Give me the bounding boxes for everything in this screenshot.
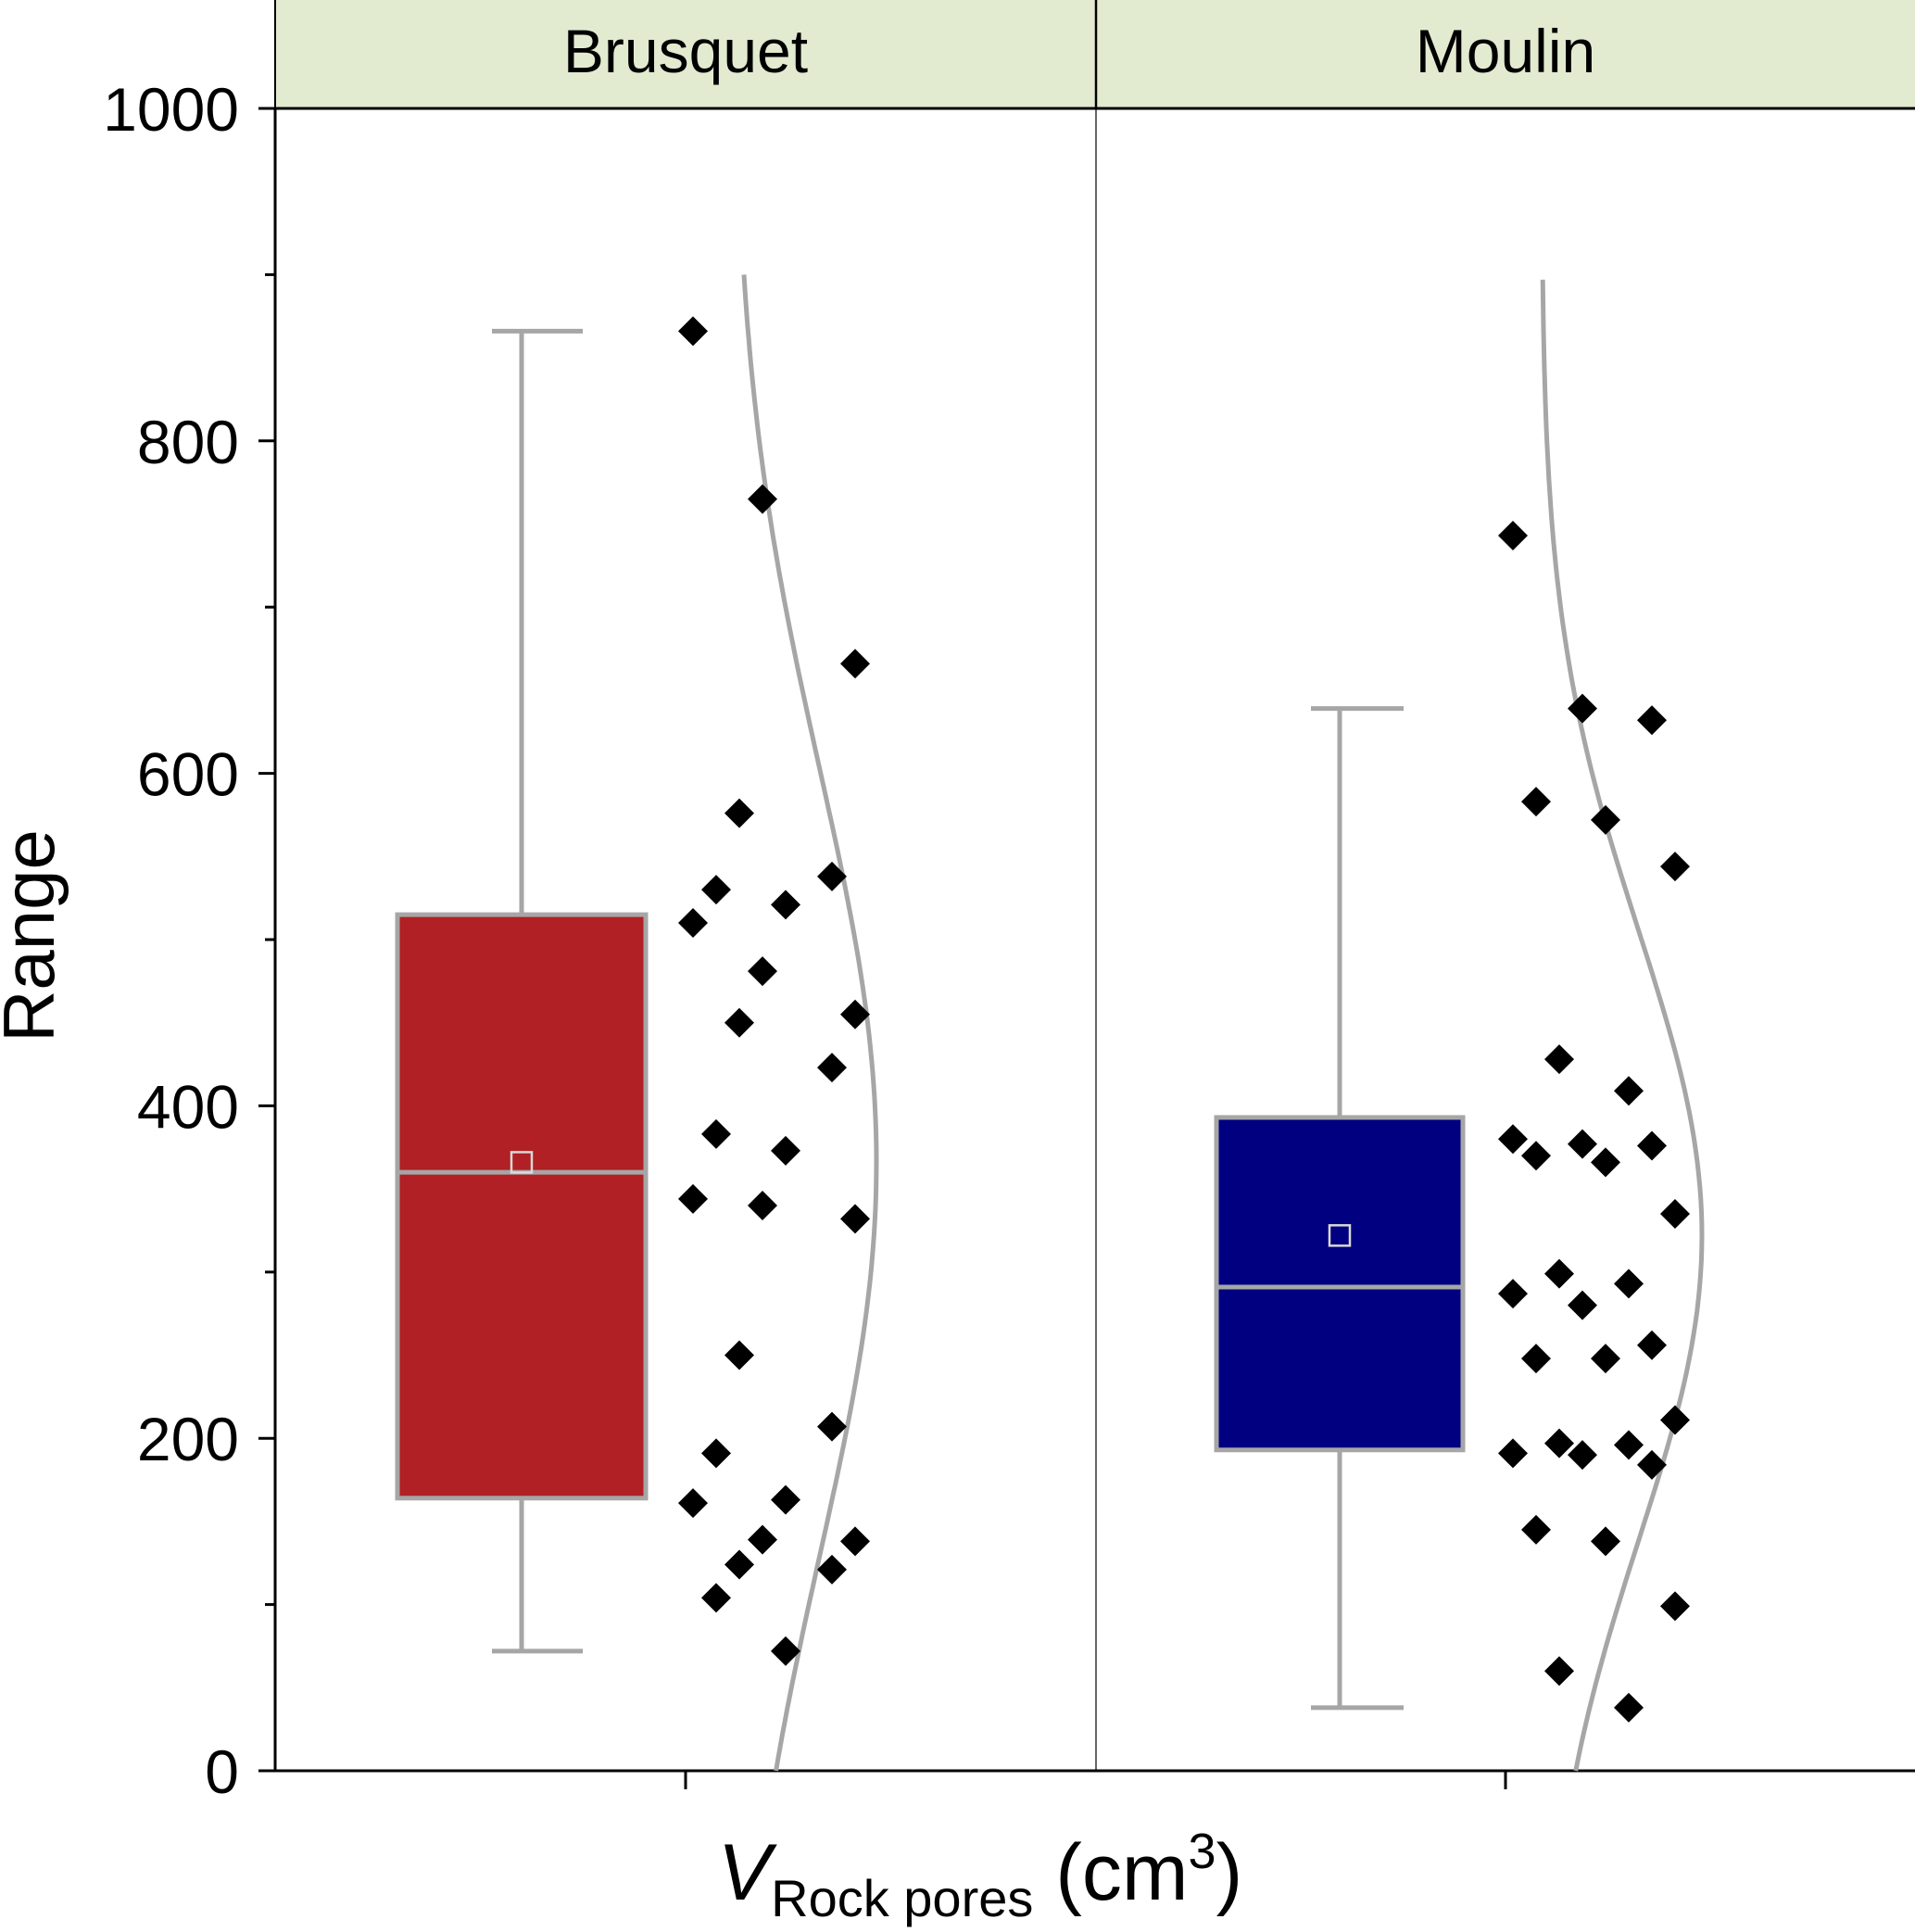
data-point xyxy=(1660,1405,1690,1435)
data-point xyxy=(1660,1199,1690,1230)
box-iqr xyxy=(1214,1115,1466,1453)
data-point xyxy=(1544,1044,1574,1075)
y-tick-label: 400 xyxy=(137,1072,239,1141)
x-axis-label-main: V xyxy=(718,1828,778,1917)
data-point xyxy=(1614,1430,1644,1460)
data-point xyxy=(1614,1076,1644,1106)
data-point xyxy=(840,1204,870,1234)
data-point xyxy=(678,1488,708,1519)
y-tick-label: 600 xyxy=(137,740,239,809)
x-axis-label-unit: (cm xyxy=(1033,1828,1188,1917)
normal-curve xyxy=(1540,279,1705,1772)
data-point xyxy=(724,1549,754,1580)
data-point xyxy=(840,1526,870,1557)
y-axis-label: Range xyxy=(0,829,69,1042)
data-point xyxy=(840,999,870,1029)
data-point xyxy=(1544,1258,1574,1289)
data-point xyxy=(701,1118,731,1149)
data-point xyxy=(1498,1438,1528,1469)
data-point xyxy=(1521,787,1551,817)
data-point xyxy=(724,1340,754,1370)
data-point xyxy=(678,908,708,939)
data-point xyxy=(1660,852,1690,882)
data-point xyxy=(771,1484,800,1515)
y-tick-label: 200 xyxy=(137,1405,239,1473)
normal-curve xyxy=(741,274,879,1772)
y-axis: 0 200 400 600 800 1000 xyxy=(103,75,275,1806)
data-point xyxy=(1498,1124,1528,1155)
data-point xyxy=(1498,1279,1528,1309)
data-point xyxy=(771,1135,800,1166)
data-point xyxy=(1568,1440,1597,1471)
data-point xyxy=(1591,804,1620,835)
data-point xyxy=(748,1191,777,1221)
data-point xyxy=(724,1007,754,1038)
data-point xyxy=(748,484,777,514)
data-point xyxy=(1637,1130,1667,1161)
data-point xyxy=(817,1411,847,1442)
x-axis-label: VRock pores (cm3) xyxy=(718,1824,1242,1927)
box-plots xyxy=(395,328,1466,1711)
data-point xyxy=(748,956,777,987)
y-tick-label: 800 xyxy=(137,408,239,476)
data-point xyxy=(1498,521,1528,551)
data-point xyxy=(840,649,870,679)
mean-marker xyxy=(1328,1224,1352,1247)
data-point xyxy=(1614,1692,1644,1723)
data-point xyxy=(748,1524,777,1555)
normal-curves xyxy=(741,274,1705,1772)
data-point xyxy=(1637,1449,1667,1480)
x-axis-label-subscript: Rock pores xyxy=(771,1869,1033,1927)
data-point xyxy=(817,1554,847,1585)
data-point xyxy=(1521,1344,1551,1374)
data-point xyxy=(701,1583,731,1613)
data-point xyxy=(1568,1129,1597,1159)
x-axis-label-unit-superscript: 3 xyxy=(1189,1824,1216,1879)
data-points xyxy=(678,316,1690,1723)
data-point xyxy=(1591,1344,1620,1374)
box-iqr xyxy=(395,912,649,1501)
data-point xyxy=(1568,1290,1597,1320)
data-point xyxy=(1591,1147,1620,1178)
data-point xyxy=(1521,1514,1551,1545)
data-point xyxy=(817,861,847,891)
data-point xyxy=(678,316,708,347)
data-point xyxy=(1637,705,1667,736)
data-point xyxy=(1521,1141,1551,1171)
data-point xyxy=(1544,1428,1574,1458)
panel-title-brusquet: Brusquet xyxy=(563,17,808,85)
data-point xyxy=(771,890,800,920)
data-point xyxy=(1568,693,1597,724)
data-point xyxy=(678,1183,708,1214)
panel-header-right xyxy=(1096,0,1915,108)
data-point xyxy=(1544,1656,1574,1686)
mean-marker xyxy=(510,1151,534,1174)
data-point xyxy=(1637,1330,1667,1360)
data-point xyxy=(701,1438,731,1469)
y-tick-label: 0 xyxy=(205,1737,239,1806)
data-point xyxy=(701,875,731,905)
y-tick-label: 1000 xyxy=(103,75,239,144)
data-point xyxy=(1591,1526,1620,1557)
x-axis-label-unit-close: ) xyxy=(1216,1828,1243,1917)
data-point xyxy=(1660,1591,1690,1622)
panel-header-left xyxy=(275,0,1096,108)
panel-title-moulin: Moulin xyxy=(1416,17,1595,85)
data-point xyxy=(817,1053,847,1083)
data-point xyxy=(724,798,754,828)
data-point xyxy=(771,1635,800,1666)
data-point xyxy=(1614,1269,1644,1299)
